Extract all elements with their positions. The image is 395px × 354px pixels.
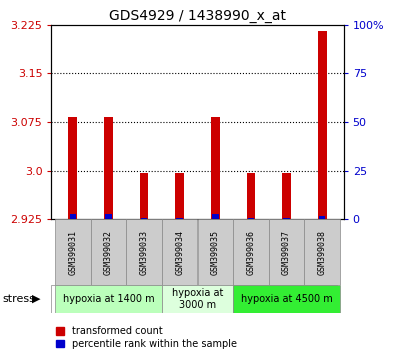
Text: ▶: ▶	[32, 294, 41, 304]
Text: GSM399034: GSM399034	[175, 230, 184, 275]
Bar	[269, 219, 305, 285]
Text: GSM399031: GSM399031	[68, 230, 77, 275]
Bar	[162, 219, 198, 285]
Bar	[90, 219, 126, 285]
Text: GSM399037: GSM399037	[282, 230, 291, 275]
Bar	[68, 117, 77, 219]
Text: hypoxia at
3000 m: hypoxia at 3000 m	[172, 288, 223, 310]
Bar	[55, 219, 90, 285]
Bar	[198, 219, 233, 285]
Text: GSM399032: GSM399032	[104, 230, 113, 275]
Bar	[126, 219, 162, 285]
Bar	[282, 173, 291, 219]
Legend: transformed count, percentile rank within the sample: transformed count, percentile rank withi…	[56, 326, 237, 349]
Bar	[139, 173, 149, 219]
Bar	[70, 214, 76, 219]
Bar	[319, 216, 325, 219]
Bar	[177, 218, 183, 219]
Bar	[212, 214, 218, 219]
Bar	[233, 285, 340, 313]
Bar	[55, 285, 162, 313]
Text: GSM399033: GSM399033	[139, 230, 149, 275]
Text: GSM399035: GSM399035	[211, 230, 220, 275]
Bar	[211, 117, 220, 219]
Bar	[283, 218, 290, 219]
Text: GSM399036: GSM399036	[246, 230, 256, 275]
Bar	[175, 173, 184, 219]
Bar	[141, 218, 147, 219]
Bar	[233, 219, 269, 285]
Text: stress: stress	[2, 294, 35, 304]
Bar	[318, 31, 327, 219]
Bar	[248, 218, 254, 219]
Text: GSM399038: GSM399038	[318, 230, 327, 275]
Bar	[105, 214, 112, 219]
Text: GDS4929 / 1438990_x_at: GDS4929 / 1438990_x_at	[109, 9, 286, 23]
Bar	[104, 117, 113, 219]
Bar	[305, 219, 340, 285]
Bar	[246, 173, 256, 219]
Text: hypoxia at 4500 m: hypoxia at 4500 m	[241, 294, 333, 304]
Bar	[162, 285, 233, 313]
Text: hypoxia at 1400 m: hypoxia at 1400 m	[62, 294, 154, 304]
